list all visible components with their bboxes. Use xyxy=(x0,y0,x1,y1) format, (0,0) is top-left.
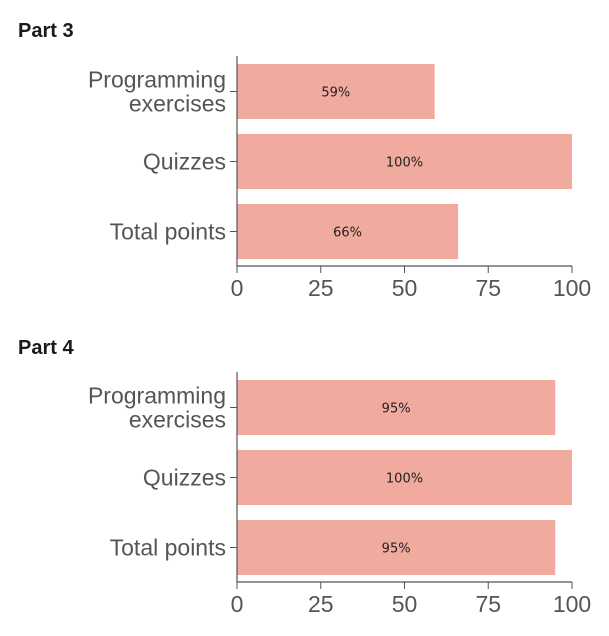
bar xyxy=(237,204,459,259)
bar xyxy=(237,520,556,575)
x-tick-label: 75 xyxy=(475,591,501,617)
category-label: exercises xyxy=(129,91,226,117)
part-4-title: Part 4 xyxy=(18,337,74,359)
x-tick-label: 0 xyxy=(231,275,244,301)
bar-value-label: 59% xyxy=(321,86,350,101)
x-tick-label: 25 xyxy=(308,591,334,617)
category-label: Total points xyxy=(110,535,226,561)
bar xyxy=(237,134,572,189)
category-label: Quizzes xyxy=(143,149,226,175)
category-label: Programming xyxy=(88,67,226,93)
x-tick-label: 0 xyxy=(231,591,244,617)
bar-value-label: 95% xyxy=(382,542,411,557)
category-label: exercises xyxy=(129,407,226,433)
x-tick-label: 75 xyxy=(475,275,501,301)
category-label: Programming xyxy=(88,383,226,409)
category-label: Quizzes xyxy=(143,465,226,491)
bar-value-label: 100% xyxy=(386,472,423,487)
x-tick-label: 50 xyxy=(392,275,418,301)
part-3-title: Part 3 xyxy=(18,20,74,42)
x-tick-label: 100 xyxy=(553,275,591,301)
category-label: Total points xyxy=(110,219,226,245)
x-tick-label: 100 xyxy=(553,591,591,617)
bar-value-label: 95% xyxy=(382,402,411,417)
x-tick-label: 50 xyxy=(392,591,418,617)
bar xyxy=(237,380,556,435)
bar-value-label: 66% xyxy=(333,226,362,241)
x-tick-label: 25 xyxy=(308,275,334,301)
bar-value-label: 100% xyxy=(386,156,423,171)
bar xyxy=(237,64,435,119)
bar xyxy=(237,450,572,505)
